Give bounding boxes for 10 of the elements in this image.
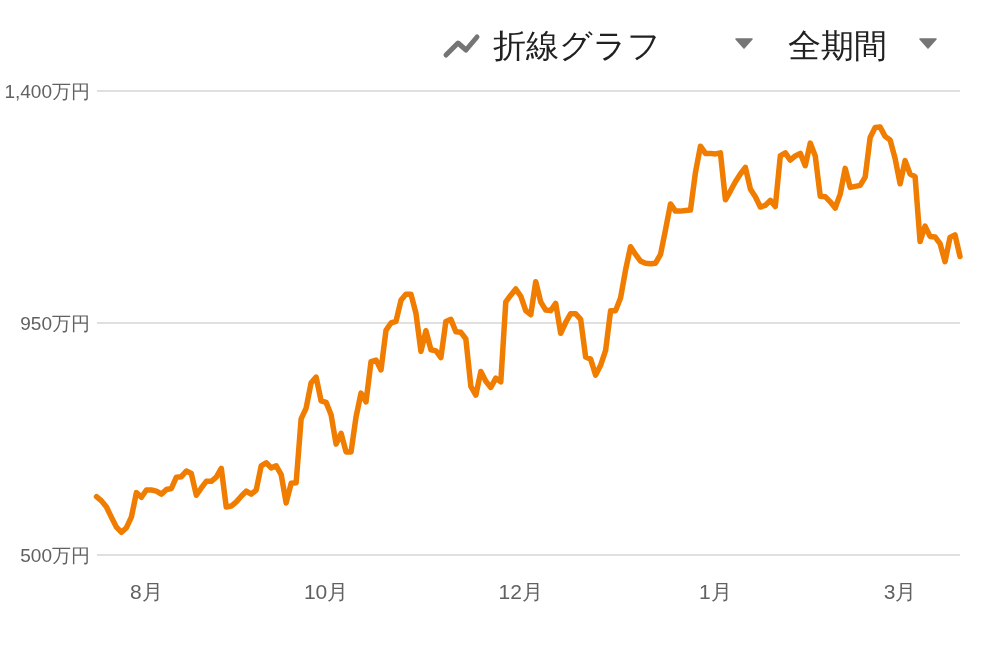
text: 全期間 <box>788 27 887 64</box>
y-tick-label: 1,400万円 <box>4 81 90 102</box>
x-tick-label: 12月 <box>498 580 543 603</box>
x-tick-label: 8月 <box>130 580 163 603</box>
x-tick-label: 10月 <box>303 580 349 603</box>
text: 折線グラフ <box>493 27 661 64</box>
y-tick-label: 500万円 <box>20 545 90 566</box>
x-tick-label: 1月 <box>699 580 732 603</box>
y-tick-label: 950万円 <box>20 313 90 334</box>
x-tick-label: 3月 <box>883 580 917 603</box>
